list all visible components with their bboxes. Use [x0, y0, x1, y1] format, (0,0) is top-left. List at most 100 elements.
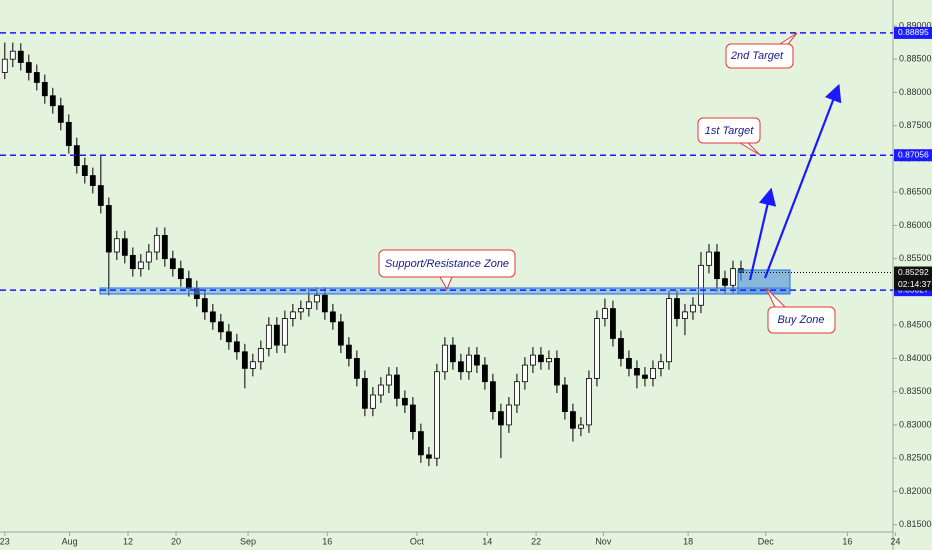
candle-body [297, 308, 304, 313]
candle-body [417, 431, 424, 456]
candle-body [305, 301, 312, 309]
y-tick-label: 0.89000 [899, 20, 932, 30]
x-tick-label: 22 [531, 536, 541, 546]
candle-body [89, 175, 96, 186]
candle-body [65, 121, 72, 147]
candle-body [586, 377, 592, 426]
countdown-label: 02:14:37 [898, 279, 931, 289]
candle-body [690, 304, 696, 313]
candle-body [97, 185, 104, 206]
candle-body [706, 251, 712, 266]
y-tick-label: 0.86000 [899, 220, 932, 230]
candle-body [466, 354, 472, 373]
callout-box [725, 32, 798, 69]
candle-body [329, 311, 336, 323]
candle-body [722, 278, 728, 286]
level-label: 0.88895 [898, 27, 929, 37]
candle-body [441, 344, 448, 373]
y-tick-label: 0.83500 [899, 386, 932, 396]
candle-body [730, 268, 736, 286]
x-tick-label: Dec [758, 536, 775, 546]
candle-body [185, 278, 192, 290]
candle-body [289, 311, 296, 319]
candle-body [81, 165, 88, 176]
candle-body [674, 298, 680, 319]
y-tick-label: 0.86500 [899, 187, 932, 197]
callout: Support/Resistance Zone [378, 249, 516, 291]
candle-body [490, 381, 496, 413]
candle-body [353, 358, 360, 379]
candle-body [257, 348, 264, 363]
level-tag [894, 26, 932, 39]
candle-body [594, 318, 600, 379]
candle-body [249, 361, 256, 369]
candle-body [522, 364, 528, 383]
candle-body [273, 324, 280, 346]
candle-body [321, 294, 328, 313]
callout: Buy Zone [765, 287, 836, 334]
candle-body [145, 251, 152, 263]
candle-body [1, 58, 8, 73]
candle-body [113, 238, 120, 253]
callout-box [765, 287, 836, 334]
candle-body [137, 261, 144, 270]
annotation: Buy Zone [777, 314, 824, 326]
candle-body [233, 341, 240, 353]
candle-body [281, 318, 288, 346]
x-tick-label: Sep [240, 536, 256, 546]
arrow [763, 83, 842, 279]
x-tick-label: 14 [482, 536, 492, 546]
annotation: 2nd Target [730, 50, 784, 62]
callout: 1st Target [697, 117, 761, 156]
candle-body [530, 354, 536, 366]
candle-body [49, 95, 56, 107]
candle-body [369, 394, 376, 409]
y-tick-label: 0.87500 [899, 120, 932, 130]
candle-body [345, 344, 352, 359]
candle-body [129, 254, 136, 270]
candle-body [506, 404, 512, 426]
candle-body [658, 361, 664, 369]
candle-body [714, 251, 720, 280]
candle-body [578, 424, 584, 429]
annotation: 1st Target [705, 125, 754, 137]
candle-body [33, 72, 40, 83]
callout-box [378, 249, 516, 291]
candle-body [546, 358, 552, 363]
candle-body [610, 308, 616, 339]
y-tick-label: 0.84500 [899, 320, 932, 330]
last-price-label: 0.85292 [898, 267, 929, 277]
plot [1, 42, 744, 467]
callout: 2nd Target [725, 32, 798, 69]
candle-body [17, 50, 24, 63]
candle-body [177, 268, 184, 280]
candle-body [313, 294, 320, 303]
candle-body [682, 311, 688, 319]
candle-body [225, 331, 232, 343]
candle-body [41, 82, 48, 97]
annotation: Support/Resistance Zone [385, 258, 509, 270]
candle-body [618, 338, 624, 359]
y-tick-label: 0.81500 [899, 519, 932, 529]
y-tick-label: 0.82500 [899, 453, 932, 463]
y-tick-label: 0.82000 [899, 486, 932, 496]
candle-body [209, 311, 216, 323]
candle-body [642, 374, 648, 379]
candle-body [433, 371, 440, 459]
candle-body [634, 368, 640, 376]
x-tick-label: 18 [683, 536, 693, 546]
candle-body [121, 238, 128, 256]
x-tick-label: 12 [123, 536, 133, 546]
candle-body [361, 377, 368, 409]
last-price-tag [894, 266, 932, 291]
x-tick-label: 16 [322, 536, 332, 546]
candle-body [562, 384, 568, 413]
candle-body [409, 404, 416, 432]
candle-body [482, 364, 488, 383]
candle-body [25, 62, 32, 73]
candle-body [393, 374, 400, 399]
candle-body [458, 361, 464, 373]
candle-body [217, 321, 224, 333]
x-tick-label: 23 [0, 536, 10, 546]
